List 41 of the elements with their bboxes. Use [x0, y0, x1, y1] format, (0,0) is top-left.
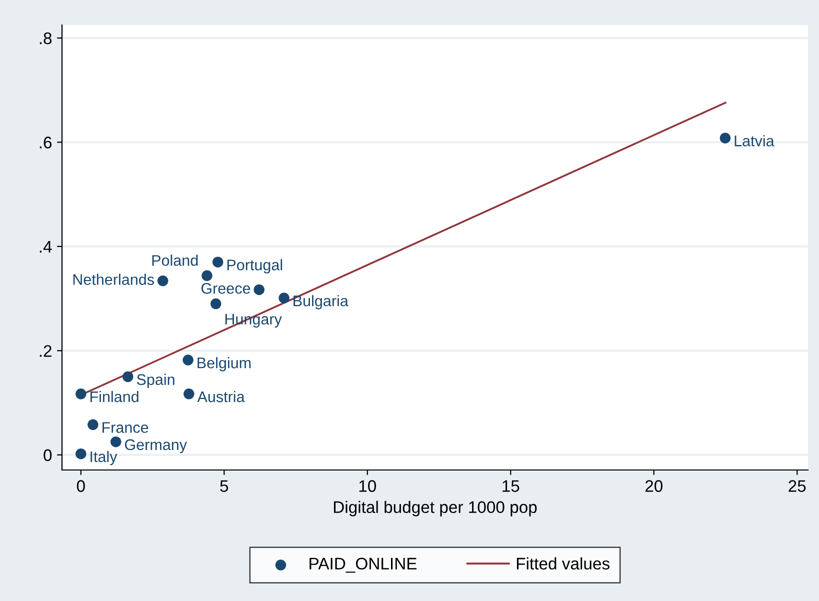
annotation: Latvia [734, 135, 774, 146]
x-tick-label: 15 [502, 480, 520, 492]
annotation: Germany [124, 439, 187, 454]
annotation: Austria [197, 390, 245, 402]
x-tick-label: 0 [76, 480, 85, 492]
legend-label: PAID_ONLINE [310, 558, 417, 573]
point [76, 388, 86, 400]
point [184, 388, 194, 400]
point [182, 354, 194, 366]
y-tick-label: .6 [40, 136, 52, 148]
y-tick-label: .4 [40, 241, 52, 252]
annotation: Bulgaria [294, 295, 348, 310]
y-tick-label: .8 [40, 32, 52, 44]
annotation: France [102, 422, 148, 433]
x-tick-label: 25 [788, 480, 806, 492]
point [157, 275, 168, 286]
point [720, 132, 731, 144]
annotation: Netherlands [73, 274, 154, 285]
annotation: Spain [136, 374, 174, 388]
point [278, 292, 290, 304]
legend-label: Fitted values [516, 557, 610, 570]
point [76, 448, 86, 460]
point [212, 256, 224, 268]
x-tick-label: 10 [359, 480, 376, 492]
point [110, 436, 122, 448]
annotation: Italy [90, 450, 118, 466]
point [254, 284, 264, 296]
point [88, 419, 98, 430]
y-tick-label: .2 [40, 345, 52, 357]
x-tick-label: 5 [220, 480, 228, 492]
annotation: Belgium [198, 357, 251, 372]
x-axis-title: Digital budget per 1000 pop [334, 500, 537, 516]
annotation: Finland [90, 390, 138, 402]
y-tick-label: 0 [44, 449, 52, 462]
annotation: Greece [201, 282, 250, 294]
point [202, 270, 212, 282]
x-tick-label: 20 [645, 480, 662, 492]
point [122, 371, 134, 382]
point [210, 298, 222, 310]
annotation: Poland [152, 254, 198, 266]
annotation: Portugal [227, 259, 282, 274]
